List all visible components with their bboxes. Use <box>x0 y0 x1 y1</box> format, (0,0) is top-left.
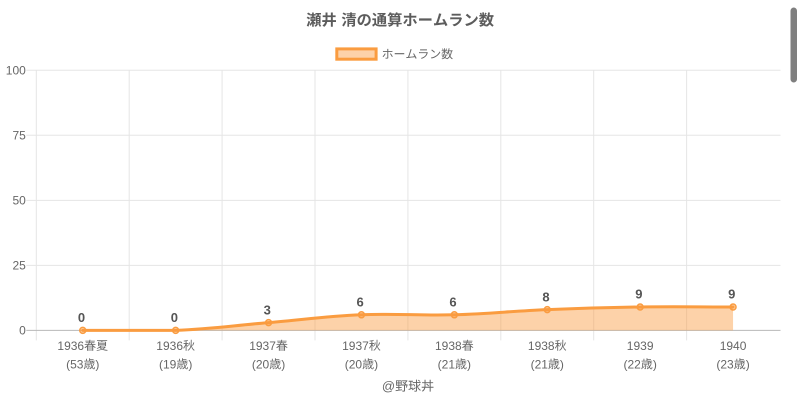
svg-text:(20: (20 <box>345 357 363 371</box>
svg-text:(21: (21 <box>438 357 456 371</box>
svg-text:1936: 1936 <box>156 339 183 353</box>
svg-text:1936: 1936 <box>57 339 84 353</box>
svg-text:): ) <box>374 357 378 371</box>
svg-text:1938: 1938 <box>435 339 462 353</box>
svg-text:): ) <box>560 357 564 371</box>
svg-text:): ) <box>95 357 99 371</box>
svg-text:75: 75 <box>12 128 26 142</box>
svg-text:(19: (19 <box>159 357 177 371</box>
svg-text:9: 9 <box>635 287 642 302</box>
svg-text:6: 6 <box>357 294 364 309</box>
svg-text:6: 6 <box>449 294 456 309</box>
svg-text:8: 8 <box>542 289 549 304</box>
svg-text:(22: (22 <box>623 357 641 371</box>
svg-text:(53: (53 <box>66 357 84 371</box>
svg-text:1937: 1937 <box>249 339 276 353</box>
svg-text:0: 0 <box>19 324 26 338</box>
svg-text:@: @ <box>382 379 395 394</box>
svg-text:1937: 1937 <box>342 339 369 353</box>
svg-text:25: 25 <box>12 259 26 273</box>
svg-text:): ) <box>746 357 750 371</box>
svg-text:0: 0 <box>171 310 178 325</box>
svg-text:): ) <box>653 357 657 371</box>
svg-text:0: 0 <box>78 310 85 325</box>
svg-text:(23: (23 <box>716 357 734 371</box>
svg-text:1939: 1939 <box>627 339 654 353</box>
svg-text:): ) <box>281 357 285 371</box>
svg-text:3: 3 <box>264 302 271 317</box>
svg-text:(21: (21 <box>531 357 549 371</box>
svg-text:(20: (20 <box>252 357 270 371</box>
svg-text:1938: 1938 <box>528 339 555 353</box>
svg-text:9: 9 <box>728 287 735 302</box>
svg-text:): ) <box>467 357 471 371</box>
svg-text:): ) <box>188 357 192 371</box>
svg-text:1940: 1940 <box>720 339 747 353</box>
svg-text:100: 100 <box>6 63 26 77</box>
svg-text:50: 50 <box>12 194 26 208</box>
